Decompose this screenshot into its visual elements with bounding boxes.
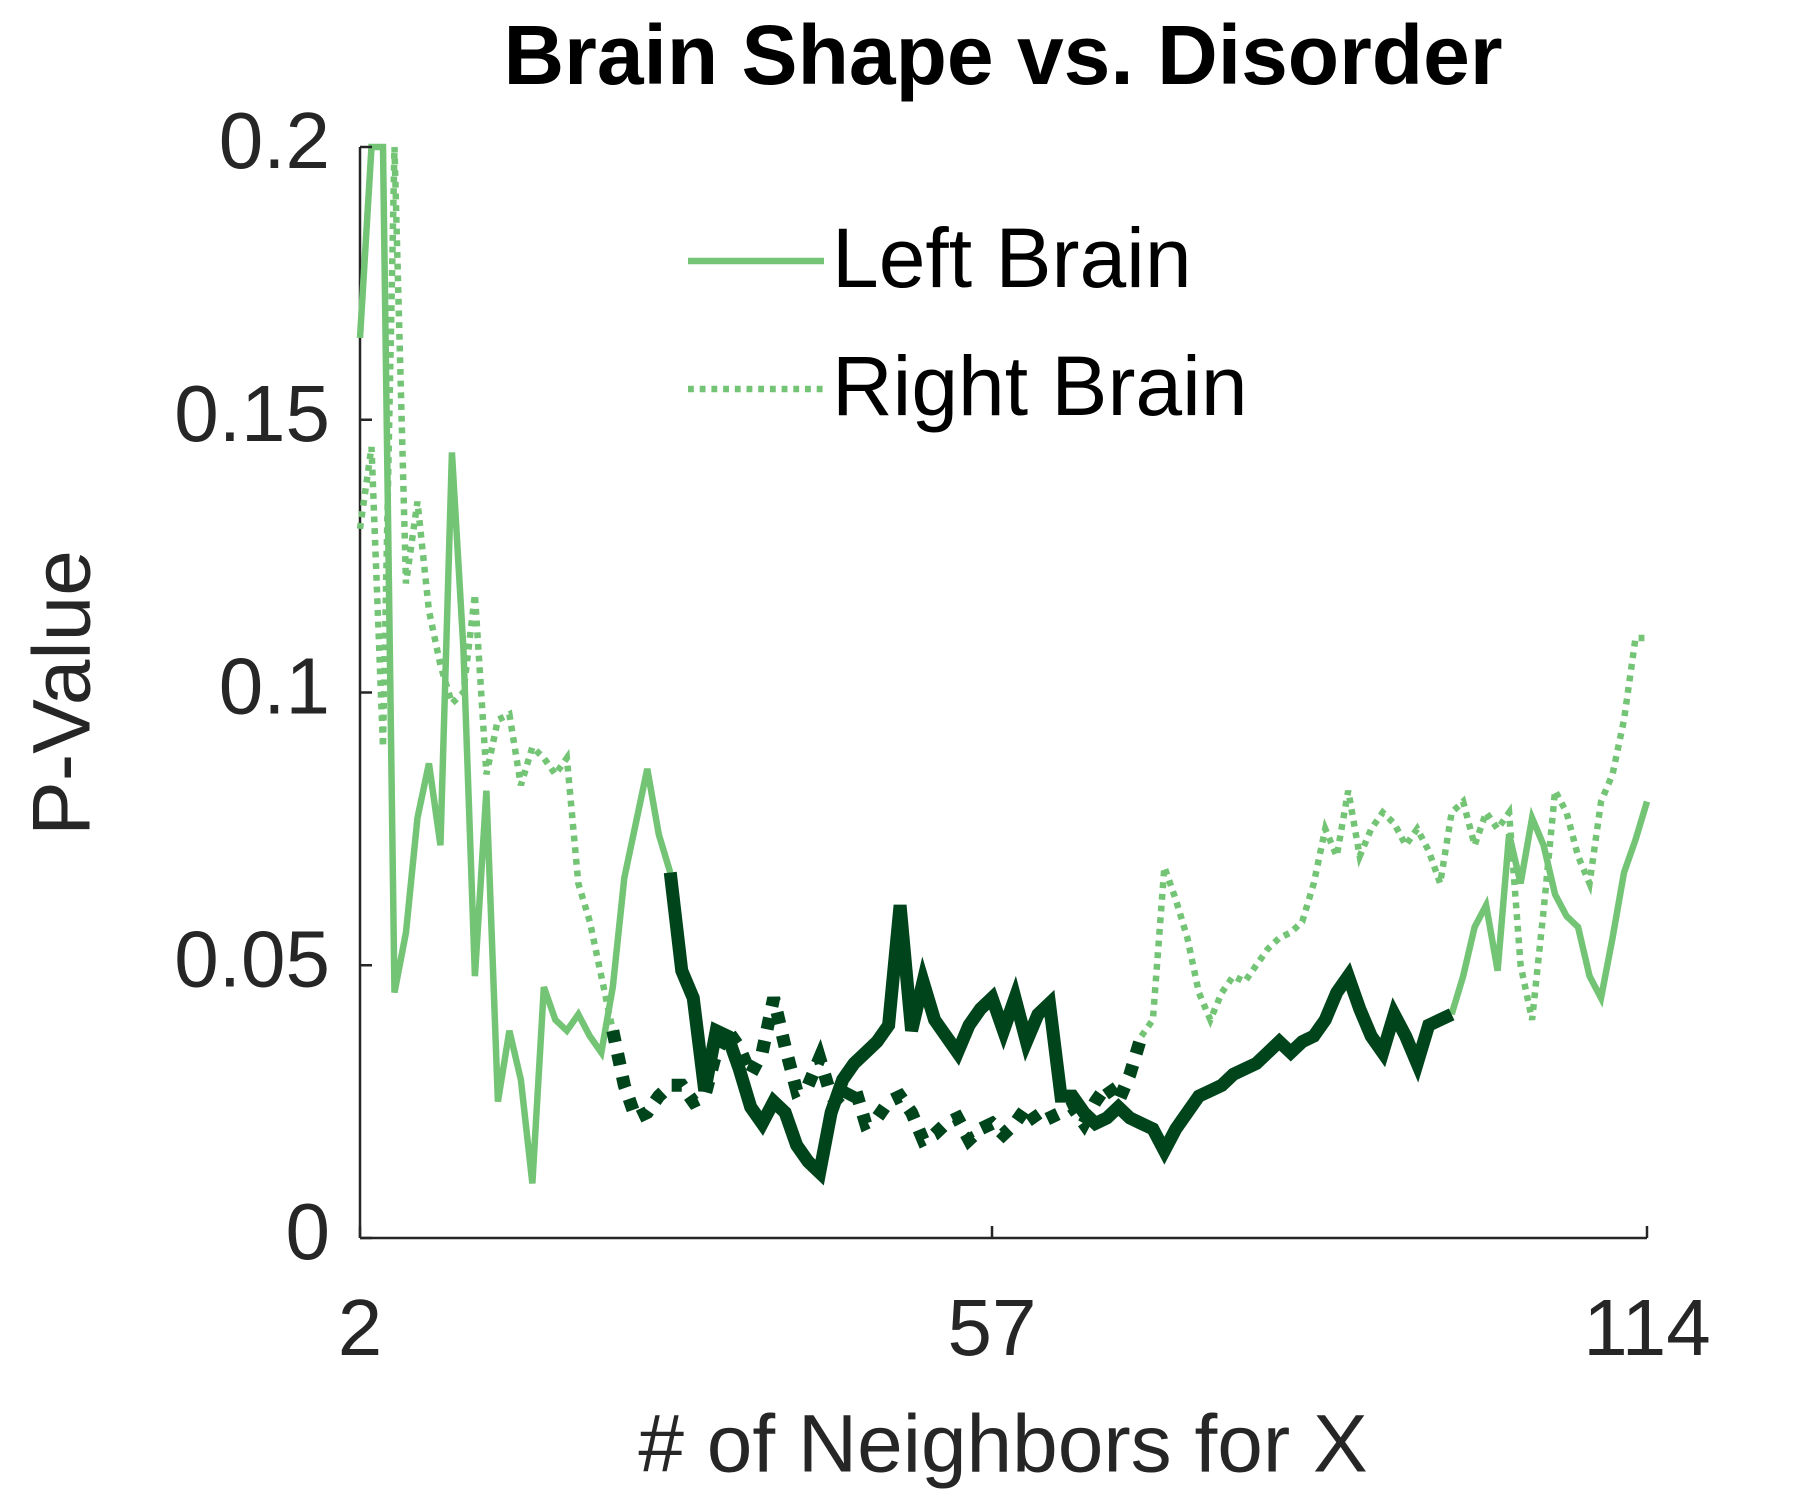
line [1138,634,1647,1039]
x-tick-label: 57 [948,1283,1037,1372]
y-tick-label: 0.2 [219,96,330,185]
y-tick-label: 0.1 [219,642,330,731]
line [356,146,616,1032]
y-tick-label: 0.15 [174,369,330,458]
chart-title: Brain Shape vs. Disorder [503,8,1502,102]
highlight-line [606,996,1148,1151]
y-tick-label: 0.05 [174,914,330,1003]
legend-label: Right Brain [832,339,1248,433]
line [356,143,674,1184]
x-axis-label: # of Neighbors for X [638,1399,1367,1490]
y-axis-label: P-Value [17,550,108,836]
legend-label: Left Brain [832,211,1192,305]
x-tick-label: 2 [338,1283,383,1372]
x-tick-label: 114 [1583,1283,1711,1372]
plot-area [356,143,1651,1186]
y-tick-label: 0 [286,1187,331,1276]
highlight-line [663,871,1455,1186]
